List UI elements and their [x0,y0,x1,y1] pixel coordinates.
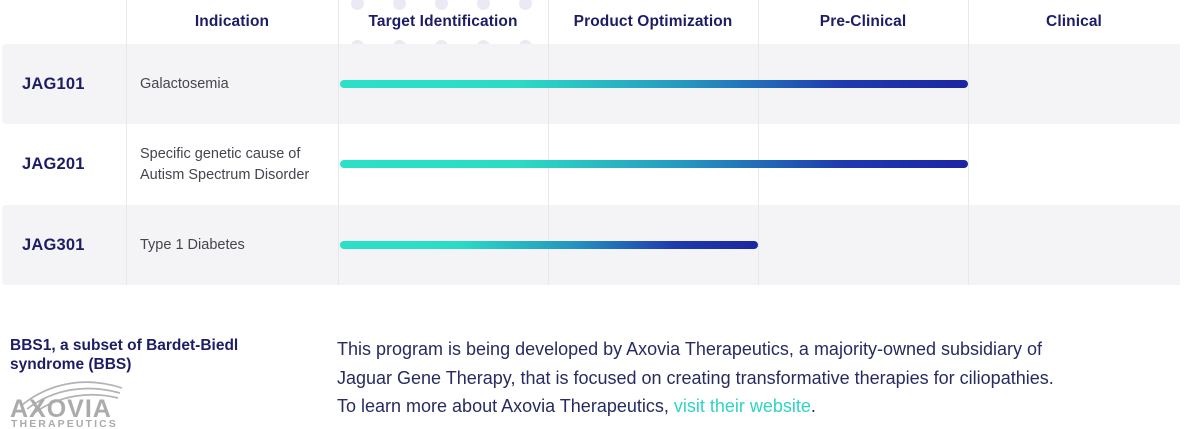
column-divider [968,0,969,285]
axovia-logo-graphic: AXOVIA THERAPEUTICS [10,381,123,429]
indication-label: Galactosemia [140,75,229,92]
pipeline-bar [340,160,968,168]
background-dot [393,0,406,10]
indication-label: Specific genetic cause of Autism Spectru… [140,145,310,183]
indication-label: Type 1 Diabetes [140,236,245,253]
pipeline-bar [340,80,968,88]
program-description: This program is being developed by Axovi… [337,335,1177,421]
column-header-clinical: Clinical [1046,13,1102,30]
description-line3-suffix: . [810,396,816,416]
logo-arcs-icon [21,381,123,414]
footnote-heading-line1: BBS1, a subset of Bardet-Biedl [10,337,239,354]
description-line1: This program is being developed by Axovi… [337,339,1043,359]
logo-subtitle: THERAPEUTICS [11,418,118,427]
column-header-target-identification: Target Identification [368,13,518,30]
column-divider [758,0,759,285]
column-divider [126,0,127,285]
pipeline-bar [340,241,758,249]
column-divider [338,0,339,285]
column-header-pre-clinical: Pre-Clinical [819,13,907,30]
background-dot [519,0,532,10]
column-divider [548,0,549,285]
description-line3-prefix: To learn more about Axovia Therapeutics, [337,396,674,416]
background-dot [351,0,364,10]
footnote-heading: BBS1, a subset of Bardet-Biedl syndrome … [10,336,238,374]
program-label: JAG101 [22,74,85,93]
footnote-heading-line2: syndrome (BBS) [10,356,132,373]
program-label: JAG201 [22,155,85,173]
background-dot [477,0,490,10]
logo-wordmark: AXOVIA [10,395,112,423]
program-label: JAG301 [22,235,85,254]
background-dot [435,0,448,10]
description-line2: Jaguar Gene Therapy, that is focused on … [337,367,1054,388]
description-line3: To learn more about Axovia Therapeutics,… [337,392,1177,421]
column-header-indication: Indication [194,13,270,30]
axovia-logo: AXOVIA THERAPEUTICS [8,377,128,429]
column-header-product-optimization: Product Optimization [573,13,733,30]
visit-website-link[interactable]: visit their website [673,396,811,416]
